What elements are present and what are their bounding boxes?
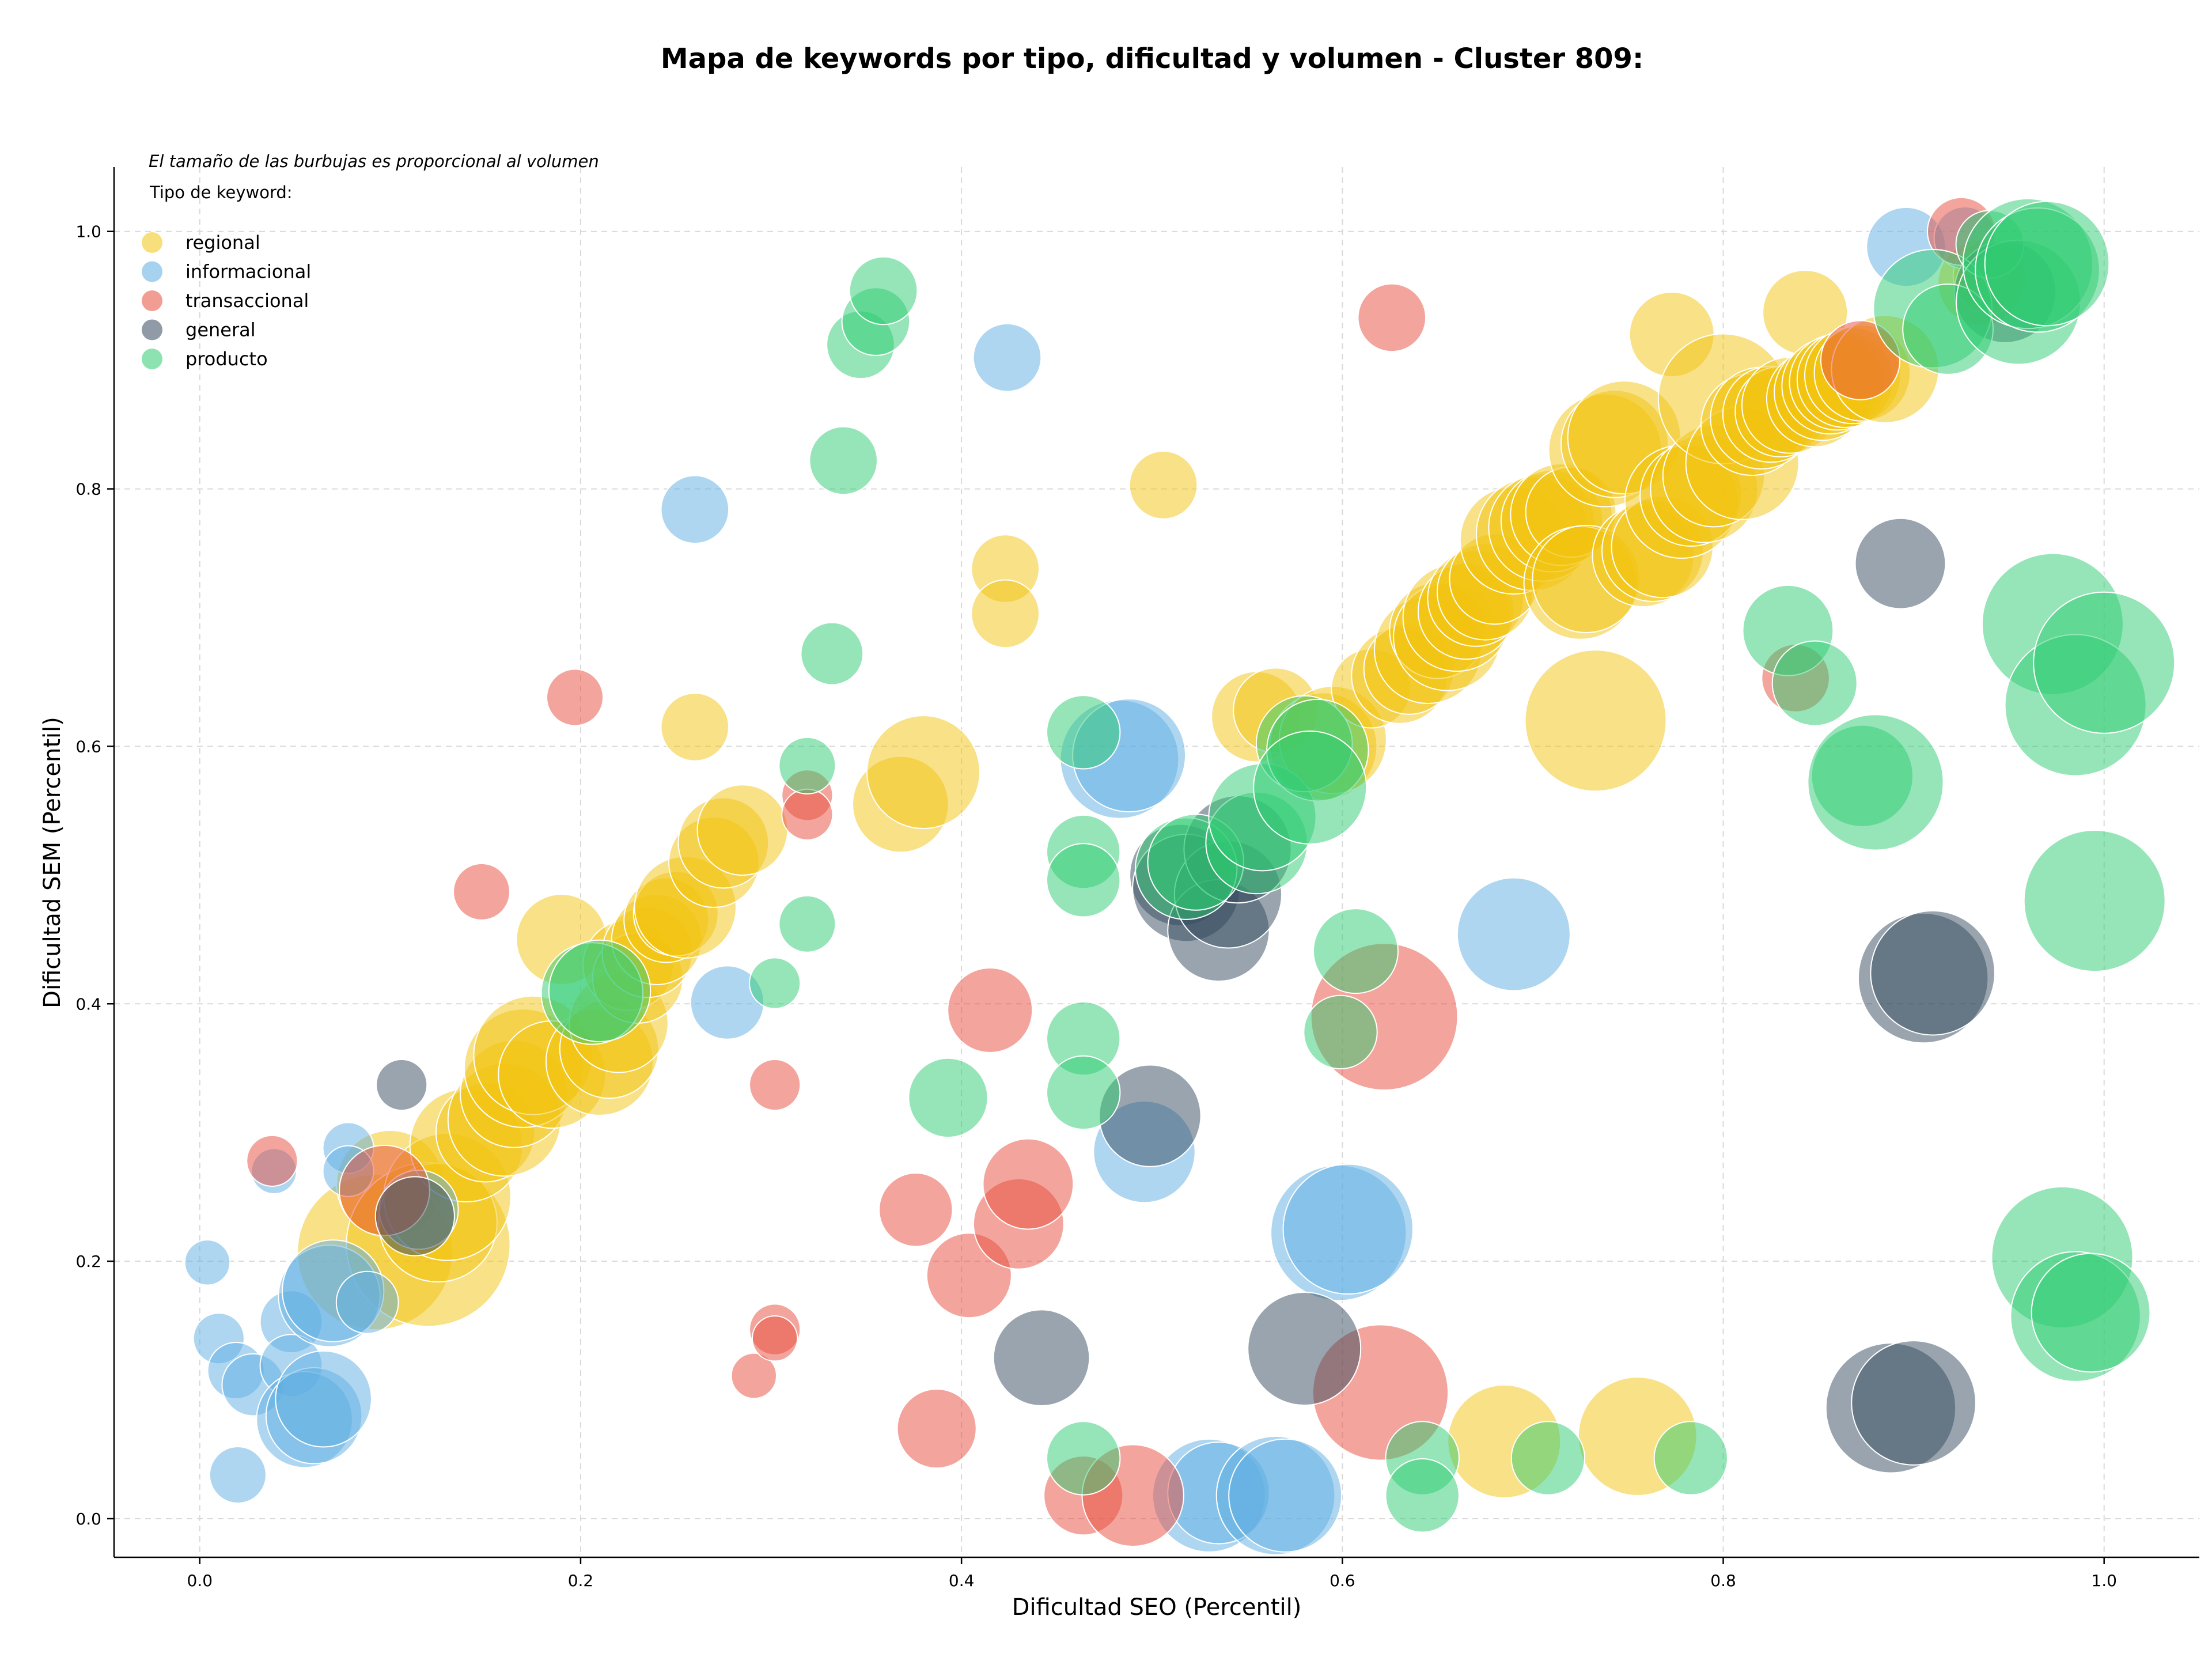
bubble-transaccional: [982, 1138, 1074, 1230]
legend-label-transaccional: transaccional: [185, 290, 309, 312]
bubble-producto: [778, 895, 836, 953]
bubble-regional: [971, 579, 1040, 649]
bubble-transaccional: [246, 1134, 298, 1187]
y-tick-label: 0.6: [75, 737, 101, 756]
legend-label-regional: regional: [185, 232, 260, 253]
bubble-informacional: [275, 1350, 372, 1448]
legend-label-informacional: informacional: [185, 261, 311, 283]
bubble-informacional: [184, 1239, 231, 1286]
y-tick-label: 1.0: [75, 222, 101, 241]
legend-label-general: general: [185, 319, 256, 341]
bubble-transaccional: [546, 668, 604, 727]
bubble-transaccional: [781, 788, 834, 841]
bubble-producto: [2031, 1253, 2151, 1373]
y-tick-label: 0.8: [75, 480, 101, 499]
bubble-regional: [866, 715, 981, 830]
y-tick-label: 0.0: [75, 1509, 101, 1528]
bubble-producto: [778, 736, 836, 794]
bubble-producto: [1046, 695, 1121, 770]
legend-marker-producto: [142, 349, 162, 369]
axes: [113, 167, 2199, 1558]
bubble-transaccional: [878, 1172, 953, 1247]
bubble-general: [1854, 517, 1946, 610]
bubble-general: [376, 1058, 428, 1111]
bubble-producto: [1046, 1421, 1121, 1496]
bubble-producto: [1653, 1421, 1729, 1496]
x-axis-label: Dificultad SEO (Percentil): [1012, 1594, 1302, 1621]
x-tick-label: 0.4: [949, 1571, 975, 1590]
legend: regional informacional transaccional genera…: [142, 232, 311, 370]
legend-marker-informacional: [142, 261, 162, 282]
bubble-producto: [849, 256, 918, 326]
bubble-informacional: [209, 1446, 267, 1504]
legend-marker-general: [142, 319, 162, 340]
bubble-producto: [1253, 730, 1368, 845]
bubble-transaccional: [896, 1388, 977, 1469]
bubble-informacional: [335, 1270, 399, 1334]
bubble-regional: [696, 784, 789, 876]
bubble-transaccional: [947, 967, 1033, 1053]
bubble-informacional: [1456, 877, 1571, 992]
bubble-producto: [749, 957, 801, 1009]
bubble-general: [374, 1176, 455, 1257]
bubble-producto: [1510, 1421, 1586, 1496]
bubble-producto: [2023, 830, 2166, 973]
bubble-regional: [1524, 649, 1667, 792]
legend-label-producto: producto: [185, 348, 268, 370]
bubble-transaccional: [1820, 320, 1901, 400]
bubble-producto: [1046, 1055, 1121, 1130]
x-tick-label: 0.0: [187, 1571, 213, 1590]
bubble-informacional: [1228, 1438, 1343, 1553]
bubble-general: [1870, 910, 1995, 1036]
ticks: 0.0 0.2 0.4 0.6 0.8 1.0 0.0 0.2 0.4 0.6 0.8 1.0: [75, 222, 2117, 1590]
bubble-producto: [1771, 640, 1858, 727]
bubble-transaccional: [730, 1352, 777, 1399]
bubble-informacional: [1282, 1163, 1414, 1295]
bubble-regional: [1128, 451, 1198, 520]
bubble-producto: [1312, 908, 1399, 994]
bubble-transaccional: [1357, 283, 1427, 353]
bubble-producto: [1385, 1458, 1460, 1533]
x-tick-label: 0.8: [1710, 1571, 1736, 1590]
x-tick-label: 0.6: [1330, 1571, 1355, 1590]
bubble-general: [993, 1309, 1090, 1406]
bubble-transaccional: [749, 1058, 801, 1111]
bubble-producto: [2033, 591, 2176, 734]
bubble-transaccional: [751, 1315, 798, 1362]
bubble-producto: [1807, 714, 1944, 851]
bubble-producto: [908, 1057, 988, 1138]
bubble-producto: [548, 939, 652, 1043]
y-axis-label: Dificultad SEM (Percentil): [39, 717, 66, 1008]
bubble-transaccional: [453, 862, 511, 921]
y-tick-label: 0.2: [75, 1252, 101, 1271]
bubble-informacional: [660, 475, 730, 544]
chart-title: Mapa de keywords por tipo, dificultad y …: [661, 43, 1643, 75]
bubble-producto: [809, 426, 878, 495]
bubbles: [184, 196, 2176, 1556]
y-tick-label: 0.4: [75, 994, 101, 1013]
x-tick-label: 0.2: [568, 1571, 594, 1590]
bubble-informacional: [972, 323, 1042, 392]
bubble-general: [1247, 1292, 1362, 1406]
bubble-general: [1851, 1340, 1976, 1466]
legend-marker-transaccional: [142, 290, 162, 311]
bubble-producto: [1984, 200, 2110, 327]
legend-marker-regional: [142, 232, 162, 253]
legend-title: Tipo de keyword:: [149, 183, 293, 202]
x-tick-label: 1.0: [2091, 1571, 2117, 1590]
bubble-producto: [1046, 843, 1121, 918]
bubble-regional: [660, 693, 730, 762]
bubble-size-note: El tamaño de las burbujas es proporciona…: [149, 152, 599, 171]
bubble-producto: [800, 622, 864, 686]
bubble-producto: [1303, 994, 1378, 1070]
